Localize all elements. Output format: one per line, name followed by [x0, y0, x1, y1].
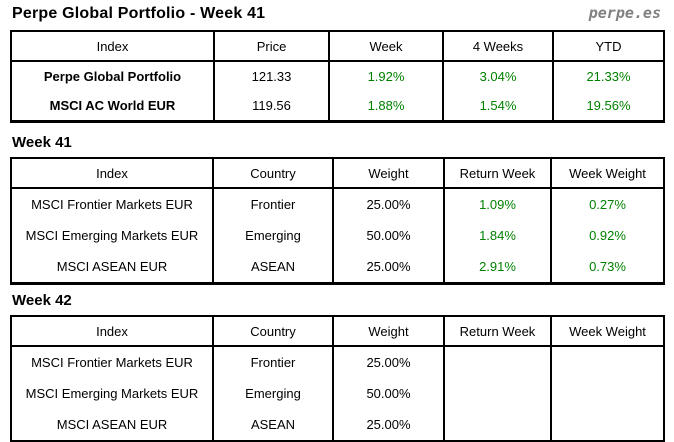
cell-week-weight: 0.73%: [550, 251, 665, 284]
perpe-logo: perpe.es: [588, 4, 661, 22]
week41-table: Index Country Weight Return Week Week We…: [10, 157, 665, 285]
col-header-index: Index: [10, 316, 214, 347]
col-header-4weeks: 4 Weeks: [442, 31, 554, 62]
cell-week-weight: [550, 378, 665, 409]
section-heading-week42: Week 42: [12, 292, 72, 309]
header-row: Index Price Week 4 Weeks YTD: [10, 31, 665, 62]
cell-week-weight: [550, 409, 665, 442]
col-header-index: Index: [10, 31, 215, 62]
col-header-index: Index: [10, 158, 214, 189]
cell-weight: 50.00%: [332, 378, 445, 409]
col-header-week-weight: Week Weight: [550, 158, 665, 189]
cell-price: 119.56: [213, 91, 330, 122]
table-row: MSCI ASEAN EUR ASEAN 25.00%: [10, 409, 665, 442]
cell-week: 1.88%: [328, 91, 444, 122]
cell-index: MSCI Frontier Markets EUR: [10, 188, 214, 220]
cell-weight: 50.00%: [332, 220, 445, 251]
cell-week: 1.92%: [328, 61, 444, 91]
table-row: MSCI ASEAN EUR ASEAN 25.00% 2.91% 0.73%: [10, 251, 665, 284]
cell-index: MSCI AC World EUR: [10, 91, 215, 122]
cell-index: MSCI Frontier Markets EUR: [10, 346, 214, 378]
table-row: Perpe Global Portfolio 121.33 1.92% 3.04…: [10, 61, 665, 91]
cell-price: 121.33: [213, 61, 330, 91]
cell-country: Frontier: [212, 346, 334, 378]
col-header-weight: Weight: [332, 158, 445, 189]
table-row: MSCI Frontier Markets EUR Frontier 25.00…: [10, 188, 665, 220]
cell-country: ASEAN: [212, 409, 334, 442]
cell-index: MSCI Emerging Markets EUR: [10, 220, 214, 251]
cell-4weeks: 1.54%: [442, 91, 554, 122]
cell-return-week: [443, 346, 552, 378]
table-row: MSCI Emerging Markets EUR Emerging 50.00…: [10, 220, 665, 251]
summary-table: Index Price Week 4 Weeks YTD Perpe Globa…: [10, 30, 665, 123]
cell-weight: 25.00%: [332, 251, 445, 284]
col-header-weight: Weight: [332, 316, 445, 347]
cell-index: Perpe Global Portfolio: [10, 61, 215, 91]
cell-return-week: 1.09%: [443, 188, 552, 220]
cell-week-weight: [550, 346, 665, 378]
col-header-week-weight: Week Weight: [550, 316, 665, 347]
cell-week-weight: 0.92%: [550, 220, 665, 251]
section-heading-week41: Week 41: [12, 134, 72, 151]
header-row: Index Country Weight Return Week Week We…: [10, 316, 665, 347]
week42-table: Index Country Weight Return Week Week We…: [10, 315, 665, 442]
header-bar: Perpe Global Portfolio - Week 41 perpe.e…: [10, 4, 663, 30]
cell-weight: 25.00%: [332, 409, 445, 442]
header-row: Index Country Weight Return Week Week We…: [10, 158, 665, 189]
cell-week-weight: 0.27%: [550, 188, 665, 220]
cell-index: MSCI ASEAN EUR: [10, 409, 214, 442]
col-header-ytd: YTD: [552, 31, 665, 62]
page-title: Perpe Global Portfolio - Week 41: [12, 5, 266, 22]
cell-return-week: 1.84%: [443, 220, 552, 251]
cell-return-week: [443, 378, 552, 409]
cell-ytd: 21.33%: [552, 61, 665, 91]
cell-4weeks: 3.04%: [442, 61, 554, 91]
cell-return-week: 2.91%: [443, 251, 552, 284]
cell-weight: 25.00%: [332, 188, 445, 220]
col-header-week: Week: [328, 31, 444, 62]
cell-country: Emerging: [212, 220, 334, 251]
cell-index: MSCI Emerging Markets EUR: [10, 378, 214, 409]
cell-ytd: 19.56%: [552, 91, 665, 122]
table-row: MSCI Frontier Markets EUR Frontier 25.00…: [10, 346, 665, 378]
col-header-price: Price: [213, 31, 330, 62]
col-header-return-week: Return Week: [443, 316, 552, 347]
cell-country: Frontier: [212, 188, 334, 220]
col-header-return-week: Return Week: [443, 158, 552, 189]
cell-return-week: [443, 409, 552, 442]
table-row: MSCI AC World EUR 119.56 1.88% 1.54% 19.…: [10, 91, 665, 122]
cell-country: ASEAN: [212, 251, 334, 284]
col-header-country: Country: [212, 158, 334, 189]
col-header-country: Country: [212, 316, 334, 347]
cell-weight: 25.00%: [332, 346, 445, 378]
cell-index: MSCI ASEAN EUR: [10, 251, 214, 284]
cell-country: Emerging: [212, 378, 334, 409]
table-row: MSCI Emerging Markets EUR Emerging 50.00…: [10, 378, 665, 409]
